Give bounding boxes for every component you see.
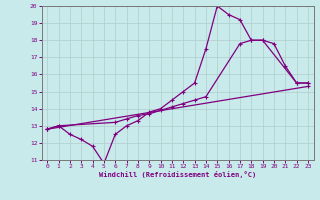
X-axis label: Windchill (Refroidissement éolien,°C): Windchill (Refroidissement éolien,°C) [99, 171, 256, 178]
